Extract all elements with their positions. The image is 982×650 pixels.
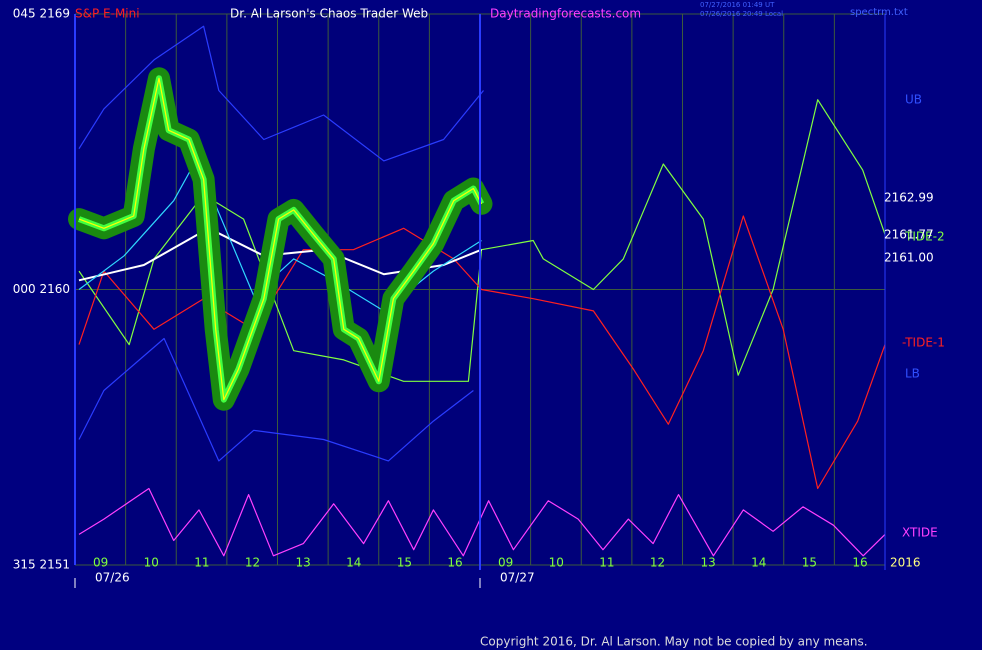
- file-name: spectrm.txt: [850, 7, 908, 18]
- x-tick-label: 09: [498, 556, 513, 570]
- x-tick-label: 11: [599, 556, 614, 570]
- annotation: 2162.99: [884, 191, 934, 205]
- series-layer: [68, 25, 886, 557]
- instrument: S&P E-Mini: [75, 7, 140, 21]
- x-tick-label: 16: [852, 556, 867, 570]
- annotation: 2161.77: [884, 228, 934, 242]
- series-line: [78, 25, 484, 162]
- x-tick-label: 15: [802, 556, 817, 570]
- annotation: 2161.00: [884, 251, 934, 265]
- x-tick-label: 14: [751, 556, 766, 570]
- chart-title: Dr. Al Larson's Chaos Trader Web: [230, 7, 428, 21]
- x-tick-label: 12: [245, 556, 260, 570]
- copyright: Copyright 2016, Dr. Al Larson. May not b…: [480, 635, 868, 649]
- x-tick-label: 13: [295, 556, 310, 570]
- x-tick-label: 10: [144, 556, 159, 570]
- site: Daytradingforecasts.com: [490, 7, 641, 21]
- series-label: TIDE-2: [904, 230, 945, 244]
- annotation: 2016: [890, 556, 921, 570]
- series-label: -TIDE-1: [902, 336, 945, 350]
- timestamp: 07/27/2016 01:49 UT: [700, 1, 775, 9]
- x-tick-label: 12: [650, 556, 665, 570]
- x-tick-label: 14: [346, 556, 361, 570]
- x-tick-label: 11: [194, 556, 209, 570]
- series-label: LB: [905, 367, 920, 381]
- y-tick-label: 000 2160: [13, 282, 70, 296]
- x-tick-label: 10: [549, 556, 564, 570]
- series-line: [78, 487, 886, 557]
- x-tick-label: 09: [93, 556, 108, 570]
- date-label: 07/26: [95, 571, 130, 585]
- series-line: [78, 77, 483, 401]
- timestamp: 07/26/2016 20:49 Local: [700, 10, 783, 18]
- series-line: [78, 227, 482, 282]
- date-label: 07/27: [500, 571, 535, 585]
- x-tick-label: 13: [700, 556, 715, 570]
- series-line: [78, 337, 474, 462]
- y-tick-label: 045 2169: [13, 7, 70, 21]
- y-tick-label: 315 2151: [13, 558, 70, 572]
- x-tick-label: 16: [447, 556, 462, 570]
- series-label: XTIDE: [902, 526, 938, 540]
- series-label: UB: [905, 93, 922, 107]
- x-tick-label: 15: [397, 556, 412, 570]
- series-line: [78, 99, 886, 382]
